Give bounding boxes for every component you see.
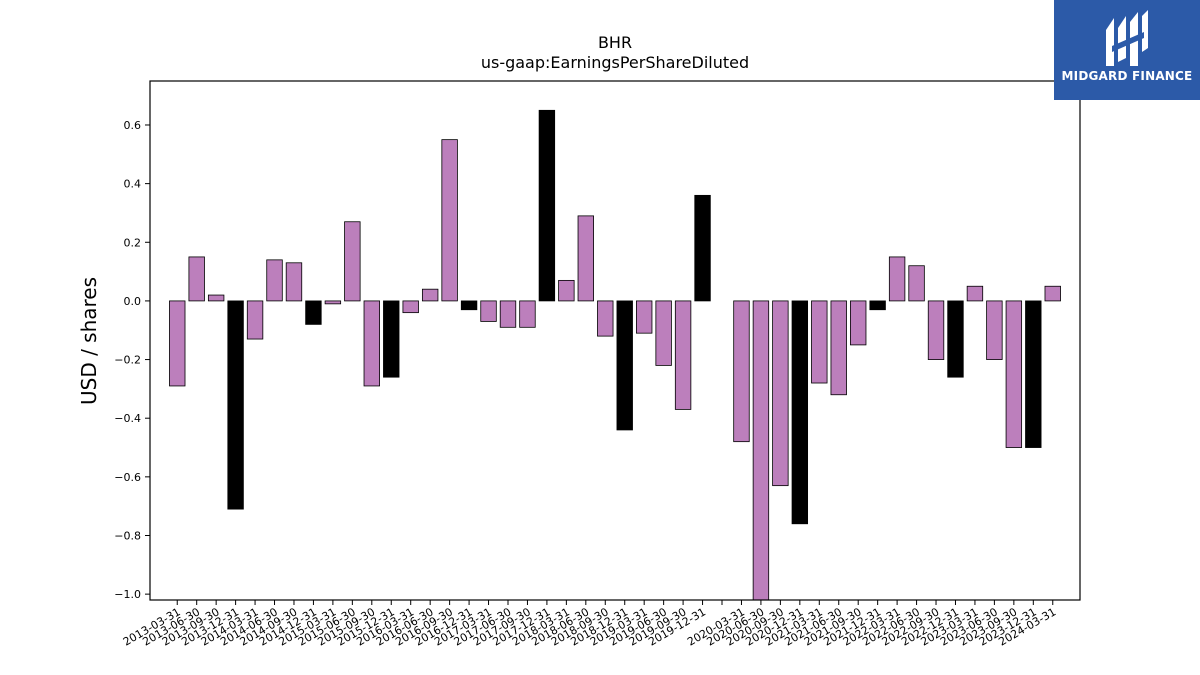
bar-2019-06-30 — [655, 300, 672, 366]
bar-2018-09-30 — [597, 300, 614, 337]
bar-2020-12-31 — [791, 300, 809, 525]
bar-2017-06-30 — [499, 300, 517, 328]
bar-2014-06-30 — [266, 259, 283, 302]
bar-2013-09-30 — [207, 294, 225, 302]
bars-layer — [169, 109, 1061, 601]
x-axis-ticks: 2013-03-312013-06-302013-09-302013-12-31… — [121, 600, 1058, 649]
midgard-logo-icon — [1106, 10, 1148, 66]
bar-2022-12-31 — [947, 300, 964, 378]
y-tick-label: 0.0 — [124, 295, 142, 308]
bar-2016-03-31 — [402, 300, 419, 314]
bar-2014-12-31 — [305, 300, 322, 325]
bar-2018-03-31 — [558, 279, 575, 302]
bar-2013-03-31 — [169, 300, 186, 387]
plot-area-frame — [149, 80, 1081, 601]
bar-2018-12-31 — [616, 300, 633, 431]
midgard-finance-logo: MIDGARD FINANCE — [1054, 0, 1200, 100]
bar-2017-03-31 — [480, 300, 497, 322]
bar-2022-06-30 — [908, 265, 925, 302]
bar-2014-03-31 — [246, 300, 264, 340]
bar-2021-12-31 — [869, 300, 886, 311]
bar-2015-06-30 — [344, 221, 361, 302]
y-tick-label: 0.6 — [124, 119, 142, 132]
bar-2014-09-30 — [285, 262, 303, 302]
bar-2015-12-31 — [383, 300, 400, 378]
bar-2013-12-31 — [227, 300, 244, 510]
bar-2023-06-30 — [986, 300, 1003, 360]
chart-title: BHR — [598, 33, 632, 52]
bar-2022-03-31 — [888, 256, 906, 302]
bar-2015-09-30 — [363, 300, 380, 387]
y-tick-label: −1.0 — [114, 588, 141, 601]
bar-2013-06-30 — [188, 256, 205, 302]
y-axis-label: USD / shares — [77, 277, 101, 405]
bar-2023-12-31 — [1025, 300, 1042, 448]
bar-2023-09-30 — [1005, 300, 1023, 448]
bar-2016-12-31 — [460, 300, 478, 311]
y-tick-label: −0.8 — [114, 529, 141, 542]
bar-2016-06-30 — [421, 288, 439, 302]
bar-2017-12-31 — [538, 109, 556, 302]
bar-2015-03-31 — [324, 300, 342, 305]
y-tick-label: −0.4 — [114, 412, 141, 425]
logo-text: MIDGARD FINANCE — [1061, 69, 1193, 83]
y-tick-label: −0.2 — [114, 354, 141, 367]
bar-2021-03-31 — [811, 300, 828, 384]
bar-2019-09-30 — [674, 300, 692, 410]
bar-2021-06-30 — [830, 300, 847, 396]
bar-2020-09-30 — [772, 300, 789, 487]
y-tick-label: 0.4 — [124, 178, 142, 191]
chart-subtitle: us-gaap:EarningsPerShareDiluted — [481, 53, 749, 72]
bar-2022-09-30 — [927, 300, 945, 360]
bar-2024-03-31 — [1044, 285, 1061, 302]
y-tick-label: 0.2 — [124, 236, 142, 249]
y-tick-label: −0.6 — [114, 471, 141, 484]
bar-2023-03-31 — [966, 285, 984, 302]
bar-2019-12-31 — [694, 194, 711, 302]
y-axis-ticks: 0.6 0.4 0.2 0.0 −0.2 −0.4 −0.6 −0.8 −1.0 — [114, 119, 150, 601]
bar-2020-03-31 — [733, 300, 750, 443]
bar-2016-09-30 — [441, 139, 458, 302]
bar-2017-09-30 — [519, 300, 536, 328]
bar-2018-06-30 — [577, 215, 594, 302]
bar-2021-09-30 — [850, 300, 867, 346]
bar-2019-03-31 — [636, 300, 653, 334]
bar-2020-06-30 — [752, 300, 770, 601]
